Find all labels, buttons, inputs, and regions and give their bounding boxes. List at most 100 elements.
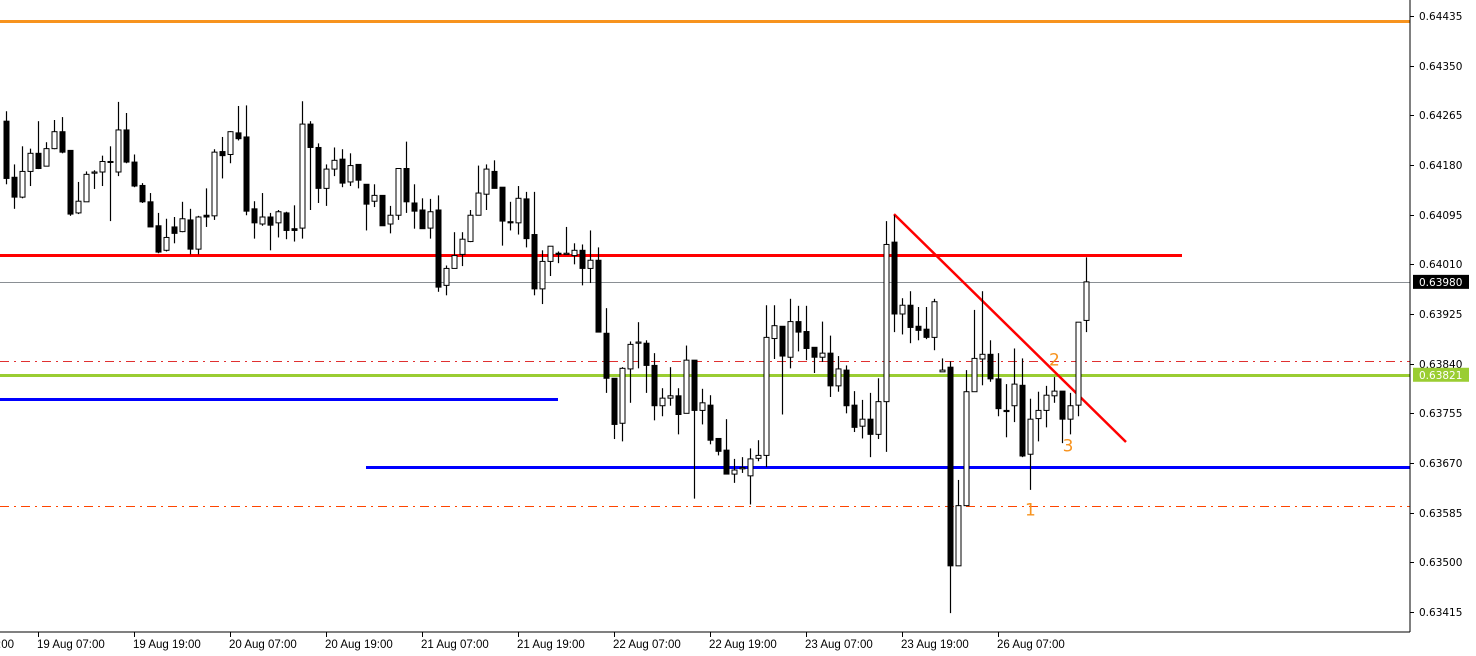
candle bbox=[627, 341, 634, 403]
bear-candle-body bbox=[291, 228, 298, 231]
bull-candle-body bbox=[571, 249, 578, 257]
candle bbox=[459, 232, 466, 267]
candle bbox=[59, 117, 66, 154]
candle bbox=[987, 340, 994, 382]
bull-candle-body bbox=[875, 401, 882, 435]
bull-candle-body bbox=[539, 260, 546, 290]
candle bbox=[1027, 398, 1034, 490]
candle bbox=[291, 205, 298, 242]
bear-candle-body bbox=[187, 219, 194, 250]
candle bbox=[603, 308, 610, 393]
price-tick-label: 0.63500 bbox=[1419, 557, 1462, 569]
bull-candle-body bbox=[1067, 405, 1074, 420]
candle bbox=[1003, 384, 1010, 438]
bull-candle-body bbox=[275, 211, 282, 224]
price-tick-label: 0.64095 bbox=[1419, 210, 1462, 222]
candle bbox=[275, 209, 282, 238]
price-tick-label: 0.64350 bbox=[1419, 61, 1462, 73]
candle bbox=[723, 419, 730, 475]
time-tick-label: 22 Aug 19:00 bbox=[709, 639, 777, 651]
bull-candle-body bbox=[587, 259, 594, 269]
candle bbox=[507, 201, 514, 231]
bull-candle-body bbox=[1035, 409, 1042, 420]
candle bbox=[907, 291, 914, 344]
bear-candle-body bbox=[339, 158, 346, 184]
candle bbox=[1075, 321, 1082, 417]
candle bbox=[867, 392, 874, 458]
bull-candle-body bbox=[115, 129, 122, 173]
candle bbox=[779, 325, 786, 415]
price-tick-label: 0.64010 bbox=[1419, 259, 1462, 271]
bear-candle-body bbox=[243, 136, 250, 212]
candle bbox=[1035, 391, 1042, 442]
candle bbox=[843, 365, 850, 414]
bull-candle-body bbox=[667, 395, 674, 399]
bull-candle-body bbox=[683, 359, 690, 414]
candle bbox=[435, 195, 442, 292]
bull-candle-body bbox=[1043, 394, 1050, 411]
candle bbox=[635, 322, 642, 369]
bull-candle-body bbox=[763, 336, 770, 456]
bear-candle-body bbox=[691, 359, 698, 411]
time-tick-label: 23 Aug 07:00 bbox=[805, 639, 873, 651]
candle bbox=[795, 305, 802, 352]
bear-candle-body bbox=[131, 161, 138, 187]
candle bbox=[323, 164, 330, 206]
price-axis[interactable]: 0.64435 0.64350 0.64265 0.64180 0.64095 0.640… bbox=[1410, 11, 1469, 619]
candle bbox=[227, 131, 234, 164]
bull-candle-body bbox=[731, 469, 738, 475]
time-tick-label: 23 Aug 19:00 bbox=[901, 639, 969, 651]
bear-candle-body bbox=[403, 168, 410, 203]
time-tick-label: :00 bbox=[0, 639, 14, 651]
bear-candle-body bbox=[363, 183, 370, 205]
candle bbox=[707, 395, 714, 445]
candle bbox=[595, 247, 602, 333]
candle bbox=[931, 298, 938, 351]
bull-candle-body bbox=[563, 252, 570, 255]
bear-candle-body bbox=[235, 132, 242, 140]
bull-candle-body bbox=[755, 454, 762, 459]
candle bbox=[51, 120, 58, 150]
candle bbox=[387, 205, 394, 234]
candle bbox=[483, 164, 490, 210]
bear-candle-body bbox=[675, 395, 682, 415]
candle bbox=[659, 388, 666, 417]
candle bbox=[547, 245, 554, 277]
chart-objects bbox=[0, 20, 1410, 507]
bear-candle-body bbox=[811, 346, 818, 358]
price-tick-label: 0.64435 bbox=[1419, 11, 1462, 23]
candle bbox=[1011, 348, 1018, 423]
bear-candle-body bbox=[1003, 409, 1010, 413]
time-axis[interactable]: :00 19 Aug 07:00 19 Aug 19:00 20 Aug 07:00 2… bbox=[0, 632, 1065, 651]
candle bbox=[187, 208, 194, 255]
bull-candle-body bbox=[1011, 383, 1018, 407]
bull-candle-body bbox=[347, 165, 354, 183]
time-tick-label: 20 Aug 19:00 bbox=[325, 639, 393, 651]
candle bbox=[1067, 392, 1074, 435]
candle bbox=[1059, 390, 1066, 444]
bull-candle-body bbox=[91, 171, 98, 174]
candle bbox=[371, 184, 378, 208]
candle bbox=[715, 437, 722, 456]
bull-candle-body bbox=[883, 243, 890, 403]
candle bbox=[451, 232, 458, 269]
bull-candle-body bbox=[19, 170, 26, 198]
candle bbox=[731, 458, 738, 483]
candle bbox=[147, 193, 154, 228]
bear-candle-body bbox=[523, 198, 530, 240]
bull-candle-body bbox=[787, 321, 794, 358]
time-tick-label: 20 Aug 07:00 bbox=[229, 639, 297, 651]
candle bbox=[403, 141, 410, 213]
candle bbox=[675, 388, 682, 435]
candle bbox=[835, 356, 842, 392]
bull-candle-body bbox=[547, 245, 554, 262]
candle bbox=[555, 251, 562, 264]
bull-candle-body bbox=[1075, 321, 1082, 406]
bear-candle-body bbox=[555, 252, 562, 255]
candle bbox=[611, 377, 618, 440]
bull-candle-body bbox=[43, 148, 50, 167]
price-tick-label: 0.64265 bbox=[1419, 110, 1462, 122]
bull-candle-body bbox=[27, 152, 34, 172]
bear-candle-body bbox=[139, 184, 146, 203]
